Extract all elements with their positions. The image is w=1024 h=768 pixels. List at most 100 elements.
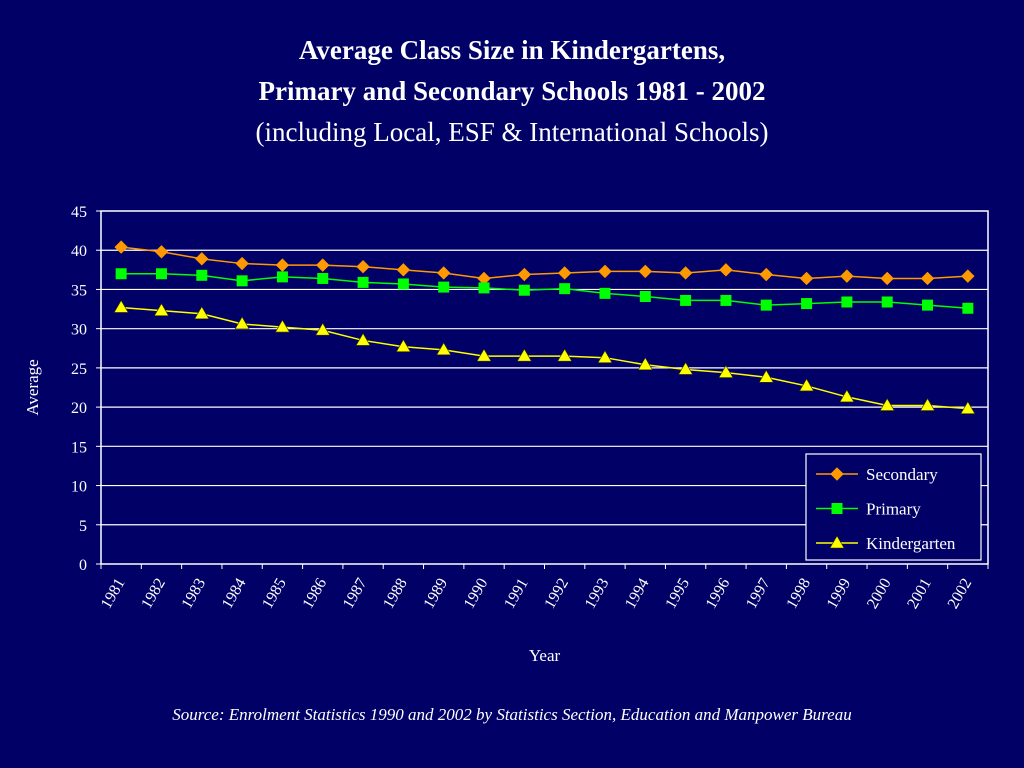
y-tick-label: 45 (71, 204, 87, 221)
data-point-kindergarten (194, 306, 210, 320)
chart-title-block: Average Class Size in Kindergartens, Pri… (0, 30, 1024, 153)
legend-marker (830, 467, 844, 481)
data-point-primary (841, 296, 853, 308)
data-point-kindergarten (315, 322, 331, 336)
x-tick-label: 1989 (420, 576, 451, 612)
x-tick-label: 1983 (179, 576, 210, 612)
x-tick-label: 1984 (219, 576, 250, 612)
data-point-kindergarten (153, 303, 169, 316)
data-point-secondary (154, 245, 169, 259)
data-point-kindergarten (516, 348, 532, 362)
data-point-kindergarten (355, 332, 371, 346)
legend-label: Secondary (866, 465, 938, 484)
data-point-primary (639, 291, 651, 303)
data-point-primary (922, 299, 934, 311)
data-point-secondary (557, 266, 572, 280)
legend-label: Kindergarten (866, 534, 956, 553)
data-point-primary (155, 268, 167, 280)
data-point-kindergarten (718, 365, 734, 378)
data-point-primary (680, 294, 692, 306)
x-axis-label: Year (529, 646, 561, 665)
x-tick-label: 1981 (98, 576, 129, 612)
x-tick-label: 1990 (461, 576, 492, 612)
series-line-kindergarten (121, 306, 968, 410)
data-point-secondary (517, 267, 532, 282)
series-line-primary (121, 273, 968, 310)
data-point-kindergarten (920, 397, 936, 411)
data-point-kindergarten (637, 357, 653, 371)
y-tick-label: 30 (71, 322, 87, 339)
x-tick-label: 2002 (945, 576, 976, 612)
data-point-primary (317, 272, 329, 284)
data-point-kindergarten (839, 389, 855, 403)
data-point-secondary (880, 271, 894, 286)
data-point-primary (518, 284, 530, 296)
data-point-kindergarten (597, 350, 613, 363)
x-tick-label: 2000 (864, 576, 895, 612)
data-point-kindergarten (234, 316, 250, 330)
legend-marker (829, 535, 845, 549)
chart-title-line2: Primary and Secondary Schools 1981 - 200… (258, 76, 766, 106)
data-point-kindergarten (678, 361, 694, 375)
data-point-secondary (316, 258, 330, 272)
x-tick-label: 1994 (622, 576, 653, 612)
legend-marker (831, 503, 843, 514)
data-point-secondary (678, 266, 693, 280)
x-tick-label: 1998 (783, 576, 814, 612)
data-point-primary (438, 281, 450, 293)
data-point-primary (115, 268, 127, 280)
chart-title: Average Class Size in Kindergartens, (298, 35, 726, 65)
series-line-secondary (121, 246, 968, 280)
data-point-kindergarten (557, 348, 573, 362)
data-point-primary (357, 276, 369, 288)
data-point-primary (720, 294, 732, 306)
data-point-kindergarten (960, 401, 976, 414)
x-tick-label: 1999 (824, 576, 855, 612)
x-tick-label: 1995 (662, 576, 693, 612)
data-point-kindergarten (395, 339, 411, 353)
x-tick-label: 1991 (501, 576, 532, 612)
data-point-secondary (436, 266, 451, 280)
x-tick-label: 1997 (743, 576, 774, 612)
data-point-secondary (396, 263, 411, 277)
data-point-primary (236, 275, 248, 287)
data-point-secondary (799, 271, 814, 286)
y-tick-label: 15 (71, 439, 87, 456)
source-note: Source: Enrolment Statistics 1990 and 20… (172, 705, 852, 724)
y-tick-label: 20 (71, 400, 87, 417)
y-tick-label: 5 (79, 518, 87, 535)
x-tick-label: 2001 (904, 576, 935, 612)
data-point-primary (599, 287, 611, 299)
y-tick-label: 25 (71, 361, 87, 378)
data-point-kindergarten (476, 348, 492, 362)
data-point-secondary (114, 240, 128, 254)
y-tick-label: 35 (71, 282, 87, 299)
x-tick-label: 1993 (582, 576, 613, 612)
y-axis-label: Average (23, 359, 42, 415)
data-point-secondary (719, 263, 733, 277)
data-point-kindergarten (879, 397, 895, 411)
x-tick-label: 1987 (340, 576, 371, 612)
data-point-primary (559, 283, 571, 295)
data-point-secondary (598, 264, 612, 279)
y-tick-label: 10 (71, 479, 87, 496)
data-point-primary (397, 278, 409, 290)
x-tick-label: 1982 (138, 576, 169, 612)
data-point-primary (881, 296, 893, 308)
data-point-secondary (920, 271, 935, 286)
data-point-secondary (961, 269, 975, 283)
x-tick-label: 1996 (703, 576, 734, 612)
y-tick-label: 0 (79, 557, 87, 574)
legend-label: Primary (866, 500, 921, 519)
chart-subtitle: (including Local, ESF & International Sc… (255, 117, 769, 147)
data-point-kindergarten (113, 299, 129, 313)
data-point-secondary (840, 269, 854, 283)
x-tick-label: 1985 (259, 576, 290, 612)
data-point-secondary (356, 259, 370, 274)
data-point-secondary (275, 258, 290, 272)
data-point-primary (196, 269, 208, 281)
data-point-kindergarten (799, 378, 815, 392)
data-point-secondary (638, 264, 653, 279)
data-point-secondary (195, 252, 209, 266)
